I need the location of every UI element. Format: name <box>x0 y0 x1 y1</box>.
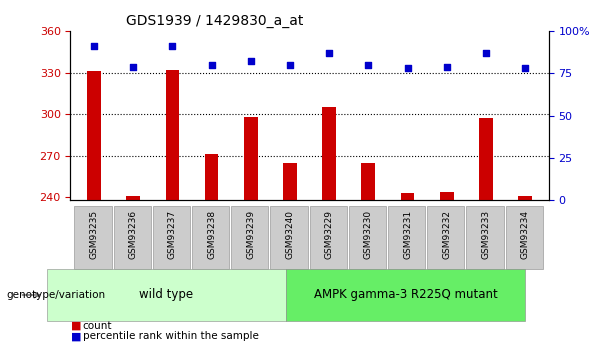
Point <box>481 50 491 56</box>
Point <box>520 66 530 71</box>
Text: GSM93240: GSM93240 <box>286 210 294 259</box>
Bar <box>205 154 218 200</box>
Bar <box>244 117 257 200</box>
Bar <box>479 118 493 200</box>
Text: ■: ■ <box>70 332 81 341</box>
Text: ■: ■ <box>70 321 81 331</box>
Point <box>403 66 413 71</box>
Text: GSM93237: GSM93237 <box>168 210 177 259</box>
Text: AMPK gamma-3 R225Q mutant: AMPK gamma-3 R225Q mutant <box>314 288 498 302</box>
Text: percentile rank within the sample: percentile rank within the sample <box>83 332 259 341</box>
Point <box>207 62 216 68</box>
Point <box>128 64 138 69</box>
Text: count: count <box>83 321 112 331</box>
Bar <box>440 192 454 200</box>
Point <box>246 59 256 64</box>
Text: GSM93230: GSM93230 <box>364 210 373 259</box>
Text: GSM93231: GSM93231 <box>403 210 412 259</box>
Point <box>89 43 99 49</box>
Text: genotype/variation: genotype/variation <box>6 290 105 300</box>
Text: GSM93235: GSM93235 <box>89 210 99 259</box>
Text: wild type: wild type <box>139 288 194 302</box>
Bar <box>166 70 179 200</box>
Bar <box>126 196 140 200</box>
Bar <box>401 193 414 200</box>
Point <box>324 50 334 56</box>
Text: GSM93229: GSM93229 <box>325 210 333 259</box>
Text: GSM93234: GSM93234 <box>520 210 530 259</box>
Text: GSM93236: GSM93236 <box>129 210 138 259</box>
Text: GSM93238: GSM93238 <box>207 210 216 259</box>
Text: GSM93239: GSM93239 <box>246 210 255 259</box>
Bar <box>87 71 101 200</box>
Text: GSM93233: GSM93233 <box>481 210 490 259</box>
Point <box>364 62 373 68</box>
Bar <box>322 107 336 200</box>
Bar <box>283 163 297 200</box>
Point <box>285 62 295 68</box>
Bar <box>518 196 532 200</box>
Point <box>167 43 177 49</box>
Point <box>442 64 452 69</box>
Text: GSM93232: GSM93232 <box>442 210 451 259</box>
Text: GDS1939 / 1429830_a_at: GDS1939 / 1429830_a_at <box>126 14 303 28</box>
Bar <box>362 163 375 200</box>
